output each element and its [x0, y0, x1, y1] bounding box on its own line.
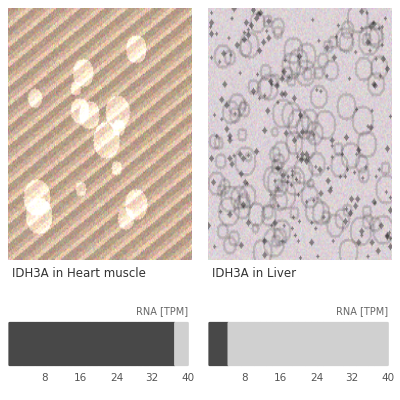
FancyBboxPatch shape: [228, 322, 236, 366]
FancyBboxPatch shape: [247, 322, 255, 366]
FancyBboxPatch shape: [28, 322, 36, 366]
FancyBboxPatch shape: [355, 322, 363, 366]
FancyBboxPatch shape: [53, 322, 61, 366]
Text: IDH3A in Liver: IDH3A in Liver: [212, 267, 296, 280]
FancyBboxPatch shape: [155, 322, 163, 366]
FancyBboxPatch shape: [310, 322, 319, 366]
FancyBboxPatch shape: [272, 322, 280, 366]
Text: 32: 32: [146, 374, 159, 383]
FancyBboxPatch shape: [98, 322, 106, 366]
FancyBboxPatch shape: [66, 322, 74, 366]
FancyBboxPatch shape: [221, 322, 230, 366]
Text: 32: 32: [346, 374, 359, 383]
FancyBboxPatch shape: [34, 322, 42, 366]
FancyBboxPatch shape: [78, 322, 87, 366]
Text: 24: 24: [110, 374, 123, 383]
FancyBboxPatch shape: [180, 322, 189, 366]
Text: 8: 8: [242, 374, 248, 383]
FancyBboxPatch shape: [117, 322, 125, 366]
Text: IDH3A in Heart muscle: IDH3A in Heart muscle: [12, 267, 146, 280]
FancyBboxPatch shape: [317, 322, 325, 366]
FancyBboxPatch shape: [168, 322, 176, 366]
FancyBboxPatch shape: [91, 322, 100, 366]
Text: 40: 40: [181, 374, 194, 383]
FancyBboxPatch shape: [110, 322, 119, 366]
FancyBboxPatch shape: [240, 322, 249, 366]
FancyBboxPatch shape: [304, 322, 312, 366]
FancyBboxPatch shape: [72, 322, 80, 366]
FancyBboxPatch shape: [278, 322, 287, 366]
FancyBboxPatch shape: [21, 322, 30, 366]
FancyBboxPatch shape: [161, 322, 170, 366]
FancyBboxPatch shape: [342, 322, 350, 366]
Text: 16: 16: [74, 374, 87, 383]
Text: 16: 16: [274, 374, 287, 383]
FancyBboxPatch shape: [374, 322, 382, 366]
FancyBboxPatch shape: [349, 322, 357, 366]
FancyBboxPatch shape: [130, 322, 138, 366]
Text: 40: 40: [381, 374, 394, 383]
FancyBboxPatch shape: [123, 322, 132, 366]
FancyBboxPatch shape: [298, 322, 306, 366]
FancyBboxPatch shape: [142, 322, 150, 366]
FancyBboxPatch shape: [291, 322, 300, 366]
FancyBboxPatch shape: [215, 322, 223, 366]
FancyBboxPatch shape: [253, 322, 261, 366]
FancyBboxPatch shape: [149, 322, 157, 366]
FancyBboxPatch shape: [47, 322, 55, 366]
FancyBboxPatch shape: [336, 322, 344, 366]
Text: 24: 24: [310, 374, 323, 383]
FancyBboxPatch shape: [40, 322, 49, 366]
FancyBboxPatch shape: [330, 322, 338, 366]
FancyBboxPatch shape: [234, 322, 242, 366]
FancyBboxPatch shape: [266, 322, 274, 366]
FancyBboxPatch shape: [104, 322, 112, 366]
FancyBboxPatch shape: [361, 322, 370, 366]
FancyBboxPatch shape: [208, 322, 217, 366]
FancyBboxPatch shape: [15, 322, 23, 366]
FancyBboxPatch shape: [368, 322, 376, 366]
FancyBboxPatch shape: [85, 322, 93, 366]
FancyBboxPatch shape: [259, 322, 268, 366]
FancyBboxPatch shape: [59, 322, 68, 366]
Text: RNA [TPM]: RNA [TPM]: [136, 306, 188, 316]
Text: 8: 8: [42, 374, 48, 383]
FancyBboxPatch shape: [323, 322, 332, 366]
FancyBboxPatch shape: [174, 322, 182, 366]
FancyBboxPatch shape: [8, 322, 17, 366]
FancyBboxPatch shape: [285, 322, 293, 366]
Text: RNA [TPM]: RNA [TPM]: [336, 306, 388, 316]
FancyBboxPatch shape: [380, 322, 389, 366]
FancyBboxPatch shape: [136, 322, 144, 366]
